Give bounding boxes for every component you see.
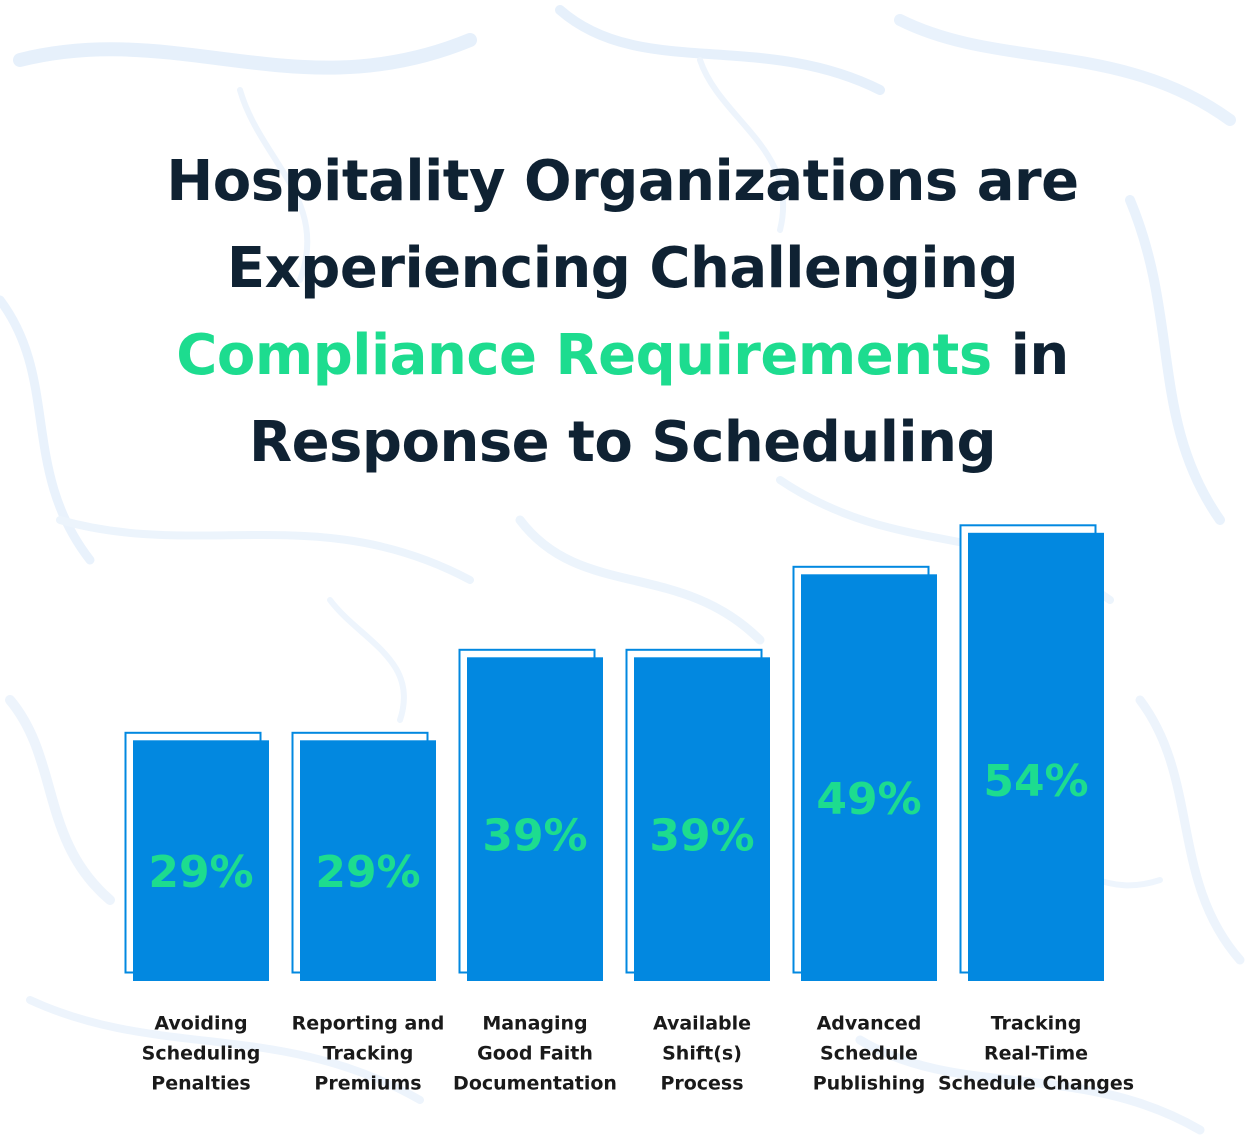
bar-6 (968, 532, 1104, 981)
category-label-3-line-2: Good Faith (477, 1043, 593, 1065)
bar-5 (801, 574, 937, 981)
category-label-6-line-2: Real-Time (984, 1043, 1088, 1065)
category-label-1-line-2: Scheduling (142, 1043, 261, 1065)
category-label-6-line-1: Tracking (991, 1013, 1082, 1035)
chart-title: Hospitality Organizations are Experienci… (60, 138, 1185, 486)
category-label-5-line-2: Schedule (820, 1043, 918, 1065)
background-brush-strokes (0, 5, 1245, 1135)
title-accent-text: Compliance Requirements (176, 323, 992, 388)
category-label-2-line-3: Premiums (314, 1073, 421, 1095)
category-label-4-line-1: Available (653, 1013, 751, 1035)
category-label-3-line-3: Documentation (453, 1073, 617, 1095)
bar-1 (133, 740, 269, 981)
category-label-4-line-3: Process (660, 1073, 743, 1095)
value-label-1: 29% (148, 847, 253, 898)
title-line-2: Experiencing Challenging (226, 236, 1019, 301)
category-label-2-line-2: Tracking (323, 1043, 414, 1065)
bar-3 (467, 657, 603, 981)
value-label-6: 54% (983, 756, 1088, 807)
category-label-5-line-3: Publishing (813, 1073, 926, 1095)
category-label-1-line-1: Avoiding (154, 1013, 247, 1035)
value-label-4: 39% (649, 811, 754, 862)
category-label-4-line-2: Shift(s) (662, 1043, 742, 1065)
category-label-2-line-1: Reporting and (292, 1013, 445, 1035)
bar-2 (300, 740, 436, 981)
title-line-3: Compliance Requirements in (60, 312, 1185, 399)
bar-4 (634, 657, 770, 981)
category-label-5-line-1: Advanced (817, 1013, 922, 1035)
category-label-1-line-3: Penalties (151, 1073, 250, 1095)
category-label-3-line-1: Managing (482, 1013, 587, 1035)
value-label-5: 49% (816, 774, 921, 825)
title-line-1: Hospitality Organizations are (166, 149, 1079, 214)
title-line-3-rest: in (991, 323, 1070, 388)
value-label-3: 39% (482, 811, 587, 862)
category-label-6-line-3: Schedule Changes (938, 1073, 1134, 1095)
value-label-2: 29% (315, 847, 420, 898)
title-line-4: Response to Scheduling (248, 410, 997, 475)
